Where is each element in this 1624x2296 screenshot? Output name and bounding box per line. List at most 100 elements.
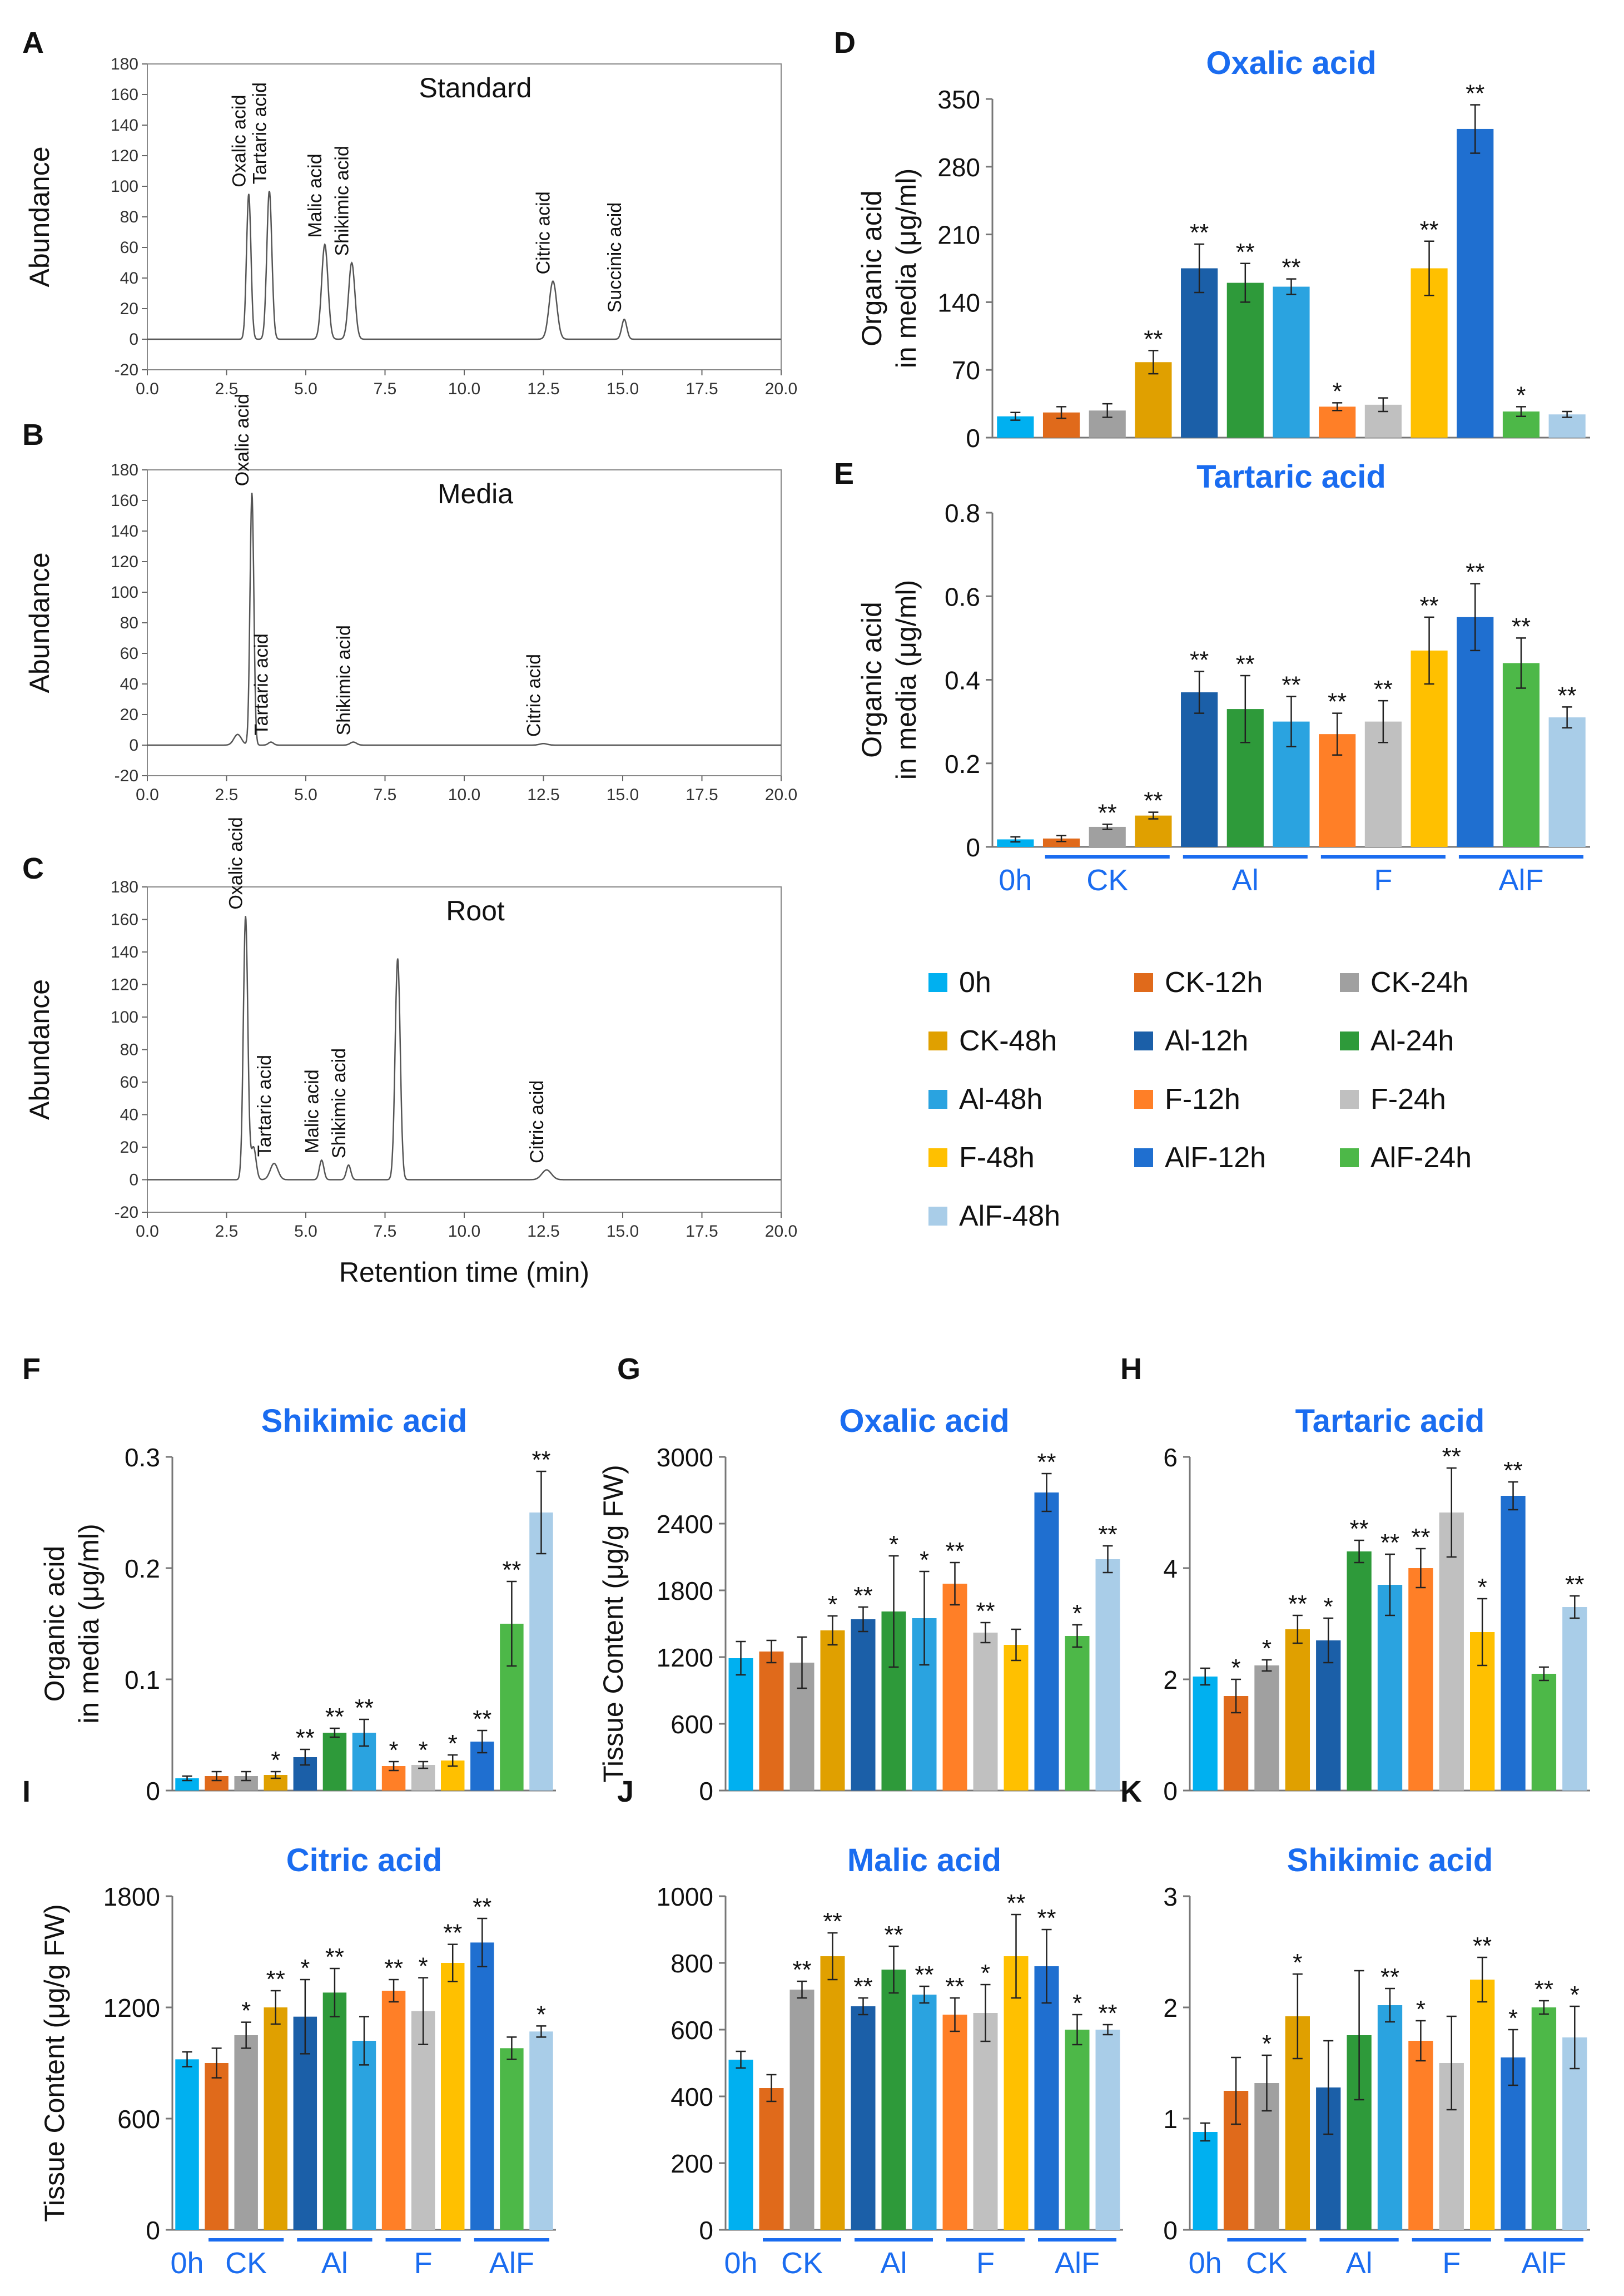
bar-F-12h	[1319, 406, 1356, 438]
y-tick-label: 200	[671, 2149, 713, 2178]
y-tick-label: 4	[1163, 1554, 1178, 1583]
x-tick-label: 7.5	[374, 1222, 397, 1241]
legend-label: F-12h	[1165, 1083, 1240, 1115]
legend-swatch	[1134, 1090, 1153, 1109]
x-tick-label: 7.5	[374, 786, 397, 804]
significance-mark: *	[241, 1997, 251, 2025]
legend-item: Al-48h	[928, 1083, 1042, 1115]
y-tick-label: 0	[699, 1777, 713, 1806]
significance-mark: *	[1262, 1635, 1272, 1662]
significance-mark: **	[1534, 1976, 1553, 2003]
group-label: F	[1442, 2247, 1461, 2280]
bar-AlF-12h	[1457, 617, 1494, 847]
x-tick-label: 10.0	[448, 1222, 480, 1241]
legend-label: AlF-48h	[959, 1200, 1060, 1232]
x-tick-label: 15.0	[607, 1222, 639, 1241]
significance-mark: *	[1262, 2030, 1272, 2057]
legend: 0h CK-12h CK-24h CK-48h Al-12h Al-24h Al-48h F-…	[928, 966, 1472, 1232]
legend-item: Al-12h	[1134, 1025, 1248, 1057]
x-tick-label: 12.5	[527, 1222, 559, 1241]
legend-swatch	[1340, 1032, 1359, 1050]
bar-F-48h	[1411, 268, 1448, 438]
bar-CK-48h	[264, 2007, 287, 2230]
significance-mark: *	[1570, 1981, 1580, 2009]
legend-label: Al-12h	[1165, 1025, 1248, 1057]
y-tick-label: 0	[1163, 1777, 1178, 1806]
y-tick-label: 600	[671, 1710, 713, 1739]
significance-mark: *	[537, 2001, 546, 2028]
y-tick-label: 0.1	[125, 1665, 160, 1694]
panel-label-F: F	[22, 1352, 41, 1386]
significance-mark: **	[1006, 1890, 1025, 1917]
x-tick-label: 2.5	[215, 380, 239, 398]
bar-AlF-24h	[1531, 1674, 1557, 1791]
y-tick-label: 70	[952, 356, 980, 385]
significance-mark: **	[266, 1966, 285, 1993]
significance-mark: **	[1503, 1457, 1522, 1484]
significance-mark: **	[1282, 672, 1300, 699]
significance-mark: *	[1231, 1654, 1241, 1682]
legend-swatch	[1340, 973, 1359, 992]
y-tick-label: 20	[120, 1138, 138, 1157]
y-tick-label: 800	[671, 1949, 713, 1978]
bar-CK-48h	[1135, 815, 1172, 847]
y-tick-label: 2	[1163, 1993, 1178, 2022]
x-tick-label: 17.5	[686, 786, 718, 804]
bar-F-24h	[411, 1765, 435, 1791]
legend-swatch	[928, 1032, 947, 1050]
significance-mark: *	[920, 1546, 929, 1574]
bar-F-12h	[942, 1584, 967, 1791]
panel-label-A: A	[22, 26, 44, 59]
plot-frame	[147, 469, 782, 776]
group-label: 0h	[724, 2247, 757, 2280]
x-tick-label: 15.0	[607, 380, 639, 398]
y-tick-label: 180	[111, 461, 138, 479]
y-tick-label: 0.2	[945, 750, 980, 778]
y-tick-label: -20	[115, 1203, 138, 1222]
bar-AlF-12h	[1457, 128, 1494, 438]
panel-labels: A B C D E F G H I J K	[22, 26, 1142, 1808]
y-tick-label: 600	[671, 2016, 713, 2045]
bar-0h	[728, 1658, 753, 1791]
y-tick-label: 1	[1163, 2105, 1178, 2134]
bar-Al-12h	[851, 1619, 876, 1791]
y-axis-label: Organic acid	[39, 1546, 70, 1702]
y-tick-label: 0	[146, 1777, 160, 1806]
y-tick-label: 180	[111, 878, 138, 896]
y-tick-label: 0.4	[945, 666, 980, 695]
x-tick-label: 0.0	[136, 1222, 159, 1241]
y-tick-label: 80	[120, 614, 138, 632]
bar-CK-12h	[1042, 838, 1080, 847]
bar-Al-24h	[322, 1992, 347, 2230]
y-tick-label: 40	[120, 269, 138, 287]
bar-Al-48h	[1377, 2005, 1403, 2230]
bar-Al-24h	[322, 1733, 347, 1791]
bar-0h	[728, 2060, 753, 2230]
bar-CK-48h	[1135, 362, 1172, 438]
y-tick-label: 160	[111, 492, 138, 510]
legend-item: 0h	[928, 966, 991, 999]
legend-item: F-48h	[928, 1142, 1035, 1174]
y-axis-label: Abundance	[24, 979, 55, 1120]
y-tick-label: 40	[120, 675, 138, 693]
y-tick-label: 2	[1163, 1665, 1178, 1694]
x-tick-label: 15.0	[607, 786, 639, 804]
significance-mark: **	[976, 1598, 995, 1625]
panel-label-G: G	[617, 1352, 640, 1386]
significance-mark: **	[296, 1724, 315, 1752]
y-tick-label: 0.3	[125, 1443, 160, 1472]
panel-label-I: I	[22, 1775, 31, 1808]
y-axis-label: Abundance	[24, 146, 55, 287]
y-tick-label: 60	[120, 1073, 138, 1092]
group-label: AlF	[489, 2247, 534, 2280]
chromatogram-A: -20 0 20 40 60 80 100 120 140 160 180 0.0 2.5 5.0 7.5 1…	[24, 55, 797, 398]
y-tick-label: 0	[129, 1171, 138, 1189]
legend-swatch	[1134, 1148, 1153, 1167]
peak-label: Malic acid	[302, 1069, 323, 1153]
peak-label: Citric acid	[533, 191, 554, 274]
chart-title: Media	[438, 478, 513, 509]
legend-item: Al-24h	[1340, 1025, 1454, 1057]
